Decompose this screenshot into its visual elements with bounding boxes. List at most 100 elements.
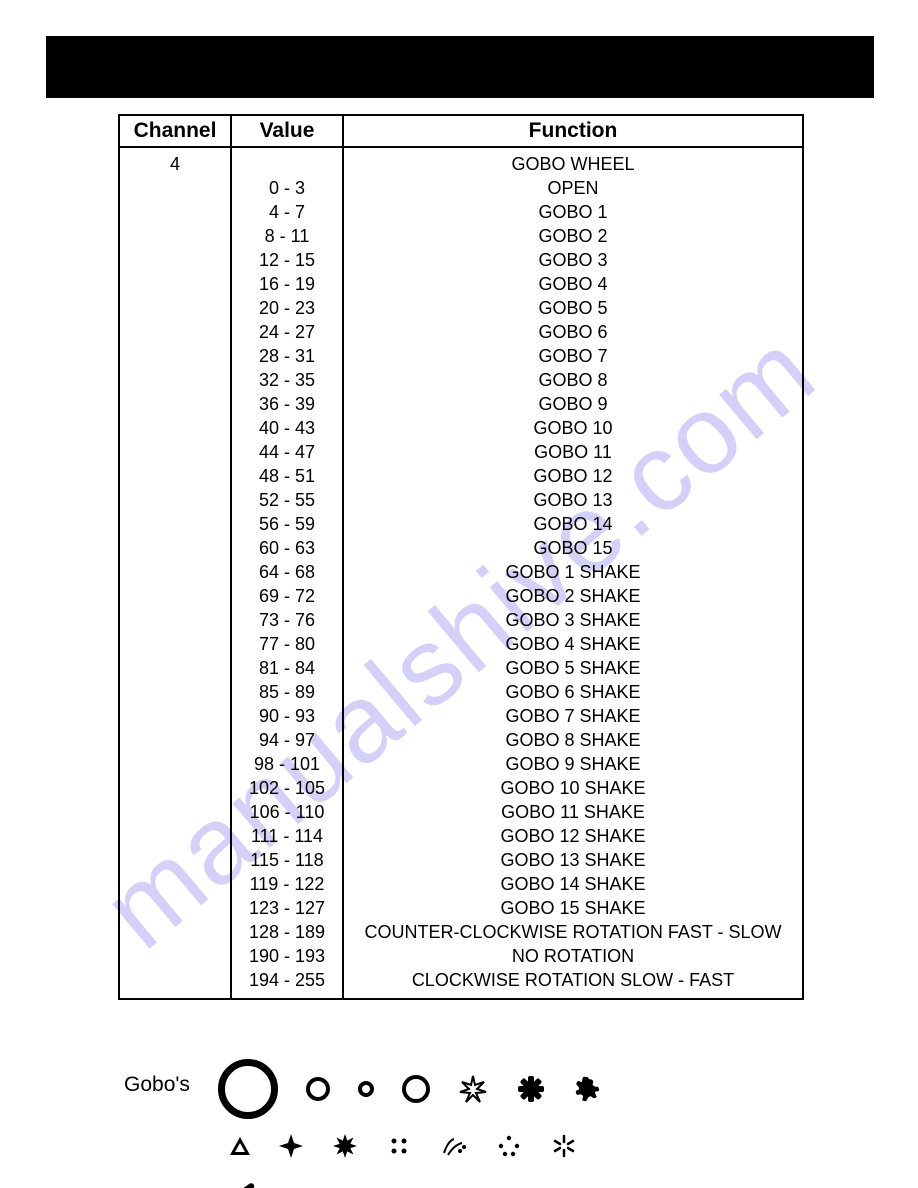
function-line: GOBO 10 [348, 416, 798, 440]
value-line: 128 - 189 [236, 920, 338, 944]
value-line: 20 - 23 [236, 296, 338, 320]
value-line: 28 - 31 [236, 344, 338, 368]
function-line: GOBO 1 [348, 200, 798, 224]
function-line: GOBO 5 SHAKE [348, 656, 798, 680]
function-line: GOBO 10 SHAKE [348, 776, 798, 800]
function-line: GOBO 1 SHAKE [348, 560, 798, 584]
function-line: GOBO 7 [348, 344, 798, 368]
gobo-ring-c-icon [402, 1075, 430, 1103]
channel-number: 4 [124, 152, 226, 176]
value-line: 102 - 105 [236, 776, 338, 800]
value-line: 123 - 127 [236, 896, 338, 920]
header-blackbar [46, 36, 874, 98]
gobo-cross-thick-icon [516, 1074, 546, 1104]
value-line: 40 - 43 [236, 416, 338, 440]
table-body-row: 4 0 - 34 - 78 - 1112 - 1516 - 1920 - 232… [120, 147, 802, 998]
gobo-dots4-icon [386, 1133, 412, 1159]
function-line: GOBO 3 [348, 248, 798, 272]
function-line: GOBO 6 [348, 320, 798, 344]
function-line: GOBO 13 SHAKE [348, 848, 798, 872]
function-line: COUNTER-CLOCKWISE ROTATION FAST - SLOW [348, 920, 798, 944]
value-line: 115 - 118 [236, 848, 338, 872]
value-line: 85 - 89 [236, 680, 338, 704]
value-line: 44 - 47 [236, 440, 338, 464]
function-line: GOBO WHEEL [348, 152, 798, 176]
function-line: GOBO 3 SHAKE [348, 608, 798, 632]
col-header-channel: Channel [120, 116, 231, 147]
function-line: GOBO 5 [348, 296, 798, 320]
page: manualshive.com Channel Value Function 4 [0, 0, 918, 1188]
function-line: GOBO 13 [348, 488, 798, 512]
value-line: 98 - 101 [236, 752, 338, 776]
function-line: NO ROTATION [348, 944, 798, 968]
gobo-splat-icon [574, 1075, 602, 1103]
function-line: GOBO 8 SHAKE [348, 728, 798, 752]
value-line: 12 - 15 [236, 248, 338, 272]
value-line: 77 - 80 [236, 632, 338, 656]
function-line: GOBO 4 [348, 272, 798, 296]
value-line: 52 - 55 [236, 488, 338, 512]
cell-channel: 4 [120, 147, 231, 998]
value-line: 111 - 114 [236, 824, 338, 848]
gobos-icons [218, 1058, 602, 1188]
value-line: 106 - 110 [236, 800, 338, 824]
table-header-row: Channel Value Function [120, 116, 802, 147]
value-line: 190 - 193 [236, 944, 338, 968]
function-line: GOBO 11 SHAKE [348, 800, 798, 824]
gobo-dots5-icon [496, 1133, 522, 1159]
function-line: GOBO 7 SHAKE [348, 704, 798, 728]
value-line: 73 - 76 [236, 608, 338, 632]
gobo-triangle-outline-icon [230, 1137, 250, 1155]
value-line: 90 - 93 [236, 704, 338, 728]
gobos-label: Gobo's [124, 1073, 190, 1097]
function-line: GOBO 12 SHAKE [348, 824, 798, 848]
gobo-burst-outline-icon [458, 1074, 488, 1104]
value-line: 24 - 27 [236, 320, 338, 344]
cell-functions: GOBO WHEELOPENGOBO 1GOBO 2GOBO 3GOBO 4GO… [343, 147, 802, 998]
value-line: 16 - 19 [236, 272, 338, 296]
col-header-value: Value [231, 116, 343, 147]
value-line: 69 - 72 [236, 584, 338, 608]
function-line: GOBO 14 [348, 512, 798, 536]
value-line: 4 - 7 [236, 200, 338, 224]
gobo-star8-icon [332, 1133, 358, 1159]
function-line: CLOCKWISE ROTATION SLOW - FAST [348, 968, 798, 992]
function-line: GOBO 15 SHAKE [348, 896, 798, 920]
value-line: 36 - 39 [236, 392, 338, 416]
value-line: 48 - 51 [236, 464, 338, 488]
function-line: GOBO 12 [348, 464, 798, 488]
value-line: 56 - 59 [236, 512, 338, 536]
function-line: GOBO 15 [348, 536, 798, 560]
function-line: GOBO 9 [348, 392, 798, 416]
function-line: GOBO 2 [348, 224, 798, 248]
gobo-rays6-icon [550, 1132, 578, 1160]
function-line: GOBO 11 [348, 440, 798, 464]
function-line: GOBO 4 SHAKE [348, 632, 798, 656]
gobo-fan-dots-icon [440, 1133, 468, 1159]
function-line: GOBO 6 SHAKE [348, 680, 798, 704]
gobos-row-2 [218, 1122, 602, 1170]
value-line: 0 - 3 [236, 176, 338, 200]
value-line: 81 - 84 [236, 656, 338, 680]
value-line [236, 152, 338, 176]
col-header-function: Function [343, 116, 802, 147]
function-line: OPEN [348, 176, 798, 200]
gobos-row-1 [218, 1058, 602, 1120]
value-line: 60 - 63 [236, 536, 338, 560]
value-line: 194 - 255 [236, 968, 338, 992]
function-line: GOBO 2 SHAKE [348, 584, 798, 608]
value-line: 8 - 11 [236, 224, 338, 248]
value-line: 32 - 35 [236, 368, 338, 392]
value-line: 119 - 122 [236, 872, 338, 896]
gobo-ring-a-icon [306, 1077, 330, 1101]
gobo-star4-icon [278, 1133, 304, 1159]
dmx-table: Channel Value Function 4 0 - 34 - 78 - 1… [118, 114, 804, 1000]
function-line: GOBO 9 SHAKE [348, 752, 798, 776]
function-line: GOBO 8 [348, 368, 798, 392]
gobo-ring-b-icon [358, 1081, 374, 1097]
gobo-open-big-icon [218, 1059, 278, 1119]
gobos-row-3 [218, 1172, 602, 1188]
value-line: 94 - 97 [236, 728, 338, 752]
value-line: 64 - 68 [236, 560, 338, 584]
cell-values: 0 - 34 - 78 - 1112 - 1516 - 1920 - 2324 … [231, 147, 343, 998]
